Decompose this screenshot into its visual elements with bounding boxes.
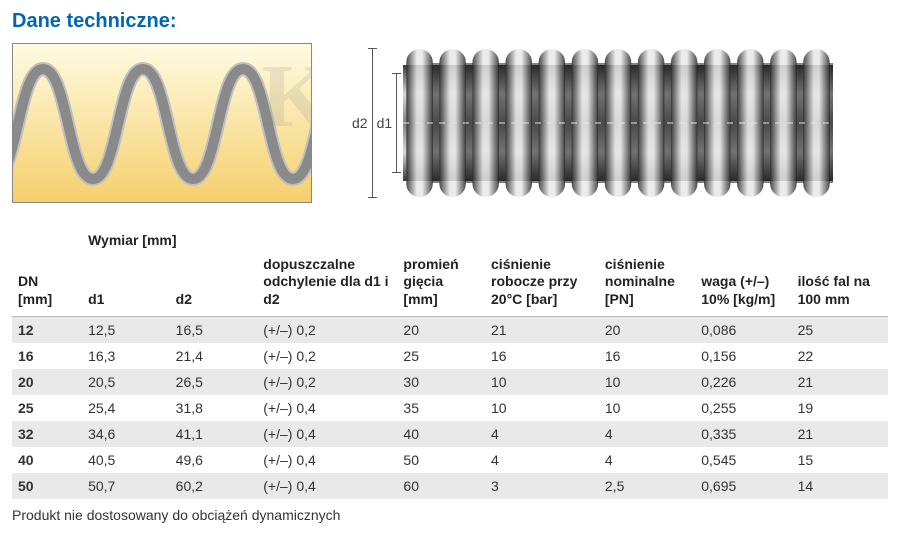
cell-d1: 34,6 [82,421,170,447]
cell-d1: 20,5 [82,369,170,395]
wave-profile-figure: K [12,43,312,203]
cell-waves: 21 [792,421,888,447]
cell-mass: 0,335 [695,421,791,447]
cell-pwork: 3 [485,473,599,499]
cell-pnom: 16 [599,343,695,369]
col-waves: ilość fal na 100 mm [792,252,888,317]
cell-dn: 12 [12,317,82,344]
col-mass: waga (+/–) 10% [kg/m] [695,252,791,317]
col-pnom: ciśnienie nominalne [PN] [599,252,695,317]
cell-pwork: 4 [485,421,599,447]
col-dn: DN [mm] [12,252,82,317]
cell-dn: 50 [12,473,82,499]
cell-d1: 25,4 [82,395,170,421]
cell-tol: (+/–) 0,4 [257,447,397,473]
footnote: Produkt nie dostosowany do obciążeń dyna… [12,507,888,523]
cell-pwork: 10 [485,395,599,421]
table-row: 1616,321,4(+/–) 0,22516160,15622 [12,343,888,369]
col-d1: d1 [82,252,170,317]
d1-label: d1 [377,115,393,131]
cell-bend: 35 [397,395,485,421]
cell-d1: 12,5 [82,317,170,344]
cell-mass: 0,086 [695,317,791,344]
figures-row: K d2 d1 [12,43,888,203]
cell-pnom: 10 [599,369,695,395]
cell-pnom: 20 [599,317,695,344]
table-group-header: Wymiar [mm] [12,228,888,252]
cell-tol: (+/–) 0,2 [257,343,397,369]
cell-waves: 14 [792,473,888,499]
cell-pwork: 16 [485,343,599,369]
cell-d1: 40,5 [82,447,170,473]
cell-dn: 16 [12,343,82,369]
cell-d2: 16,5 [170,317,258,344]
cell-d1: 50,7 [82,473,170,499]
cell-mass: 0,255 [695,395,791,421]
cell-mass: 0,545 [695,447,791,473]
cell-tol: (+/–) 0,4 [257,421,397,447]
cell-tol: (+/–) 0,4 [257,473,397,499]
cell-tol: (+/–) 0,4 [257,395,397,421]
cell-pwork: 10 [485,369,599,395]
cell-waves: 25 [792,317,888,344]
cell-pwork: 4 [485,447,599,473]
cell-mass: 0,156 [695,343,791,369]
cell-dn: 25 [12,395,82,421]
cell-pnom: 2,5 [599,473,695,499]
d1-dimension-bar [396,73,397,173]
cell-d1: 16,3 [82,343,170,369]
table-row: 3234,641,1(+/–) 0,440440,33521 [12,421,888,447]
cell-waves: 21 [792,369,888,395]
table-row: 2020,526,5(+/–) 0,23010100,22621 [12,369,888,395]
page-title: Dane techniczne: [12,10,888,33]
cell-waves: 19 [792,395,888,421]
cell-bend: 50 [397,447,485,473]
dimension-labels: d2 d1 [352,48,397,198]
table-row: 2525,431,8(+/–) 0,43510100,25519 [12,395,888,421]
cell-tol: (+/–) 0,2 [257,369,397,395]
table-header-row: DN [mm] d1 d2 dopuszczalne odchylenie dl… [12,252,888,317]
cell-mass: 0,695 [695,473,791,499]
cell-waves: 22 [792,343,888,369]
cell-d2: 26,5 [170,369,258,395]
d2-label: d2 [352,115,368,131]
cell-d2: 60,2 [170,473,258,499]
table-row: 1212,516,5(+/–) 0,22021200,08625 [12,317,888,344]
col-bend: promień gięcia [mm] [397,252,485,317]
col-d2: d2 [170,252,258,317]
cell-dn: 32 [12,421,82,447]
d2-dimension-bar [372,48,373,198]
cell-bend: 30 [397,369,485,395]
cell-d2: 31,8 [170,395,258,421]
cell-bend: 40 [397,421,485,447]
col-tol: dopuszczalne odchylenie dla d1 i d2 [257,252,397,317]
cell-bend: 25 [397,343,485,369]
cell-d2: 41,1 [170,421,258,447]
cell-mass: 0,226 [695,369,791,395]
corrugated-tube-figure: d2 d1 [352,43,833,203]
cell-dn: 20 [12,369,82,395]
cell-tol: (+/–) 0,2 [257,317,397,344]
cell-pwork: 21 [485,317,599,344]
table-row: 5050,760,2(+/–) 0,46032,50,69514 [12,473,888,499]
cell-pnom: 10 [599,395,695,421]
cell-pnom: 4 [599,447,695,473]
cell-bend: 20 [397,317,485,344]
table-row: 4040,549,6(+/–) 0,450440,54515 [12,447,888,473]
wymiar-group-header: Wymiar [mm] [82,228,257,252]
cell-dn: 40 [12,447,82,473]
cell-d2: 21,4 [170,343,258,369]
col-pwork: ciśnienie robocze przy 20°C [bar] [485,252,599,317]
cell-pnom: 4 [599,421,695,447]
cell-bend: 60 [397,473,485,499]
cell-d2: 49,6 [170,447,258,473]
cell-waves: 15 [792,447,888,473]
spec-table: Wymiar [mm] DN [mm] d1 d2 dopuszczalne o… [12,228,888,499]
